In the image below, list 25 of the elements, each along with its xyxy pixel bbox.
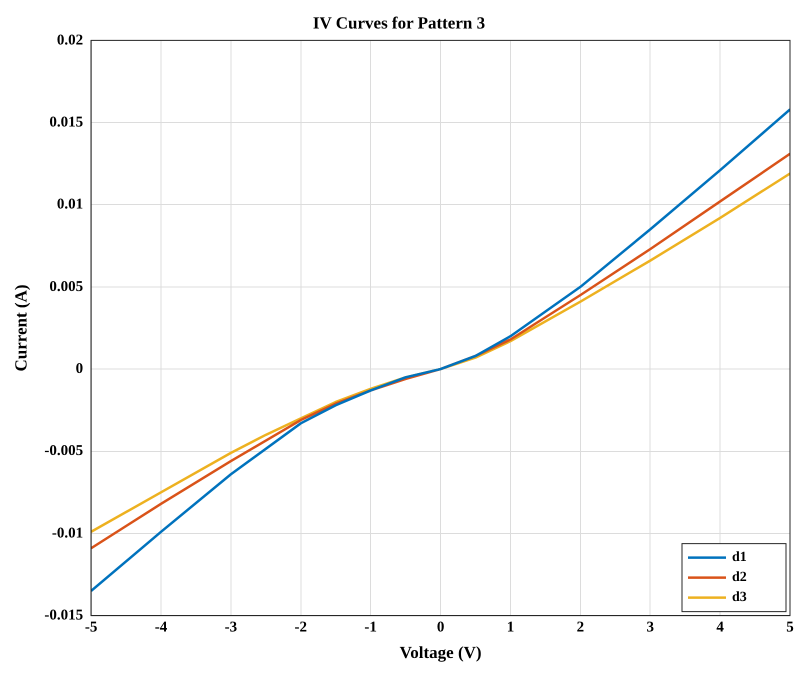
x-tick-label: 2: [576, 619, 584, 636]
y-tick-label: -0.015: [44, 607, 84, 624]
x-tick-label: 4: [716, 619, 724, 636]
chart-title: IV Curves for Pattern 3: [312, 14, 486, 33]
x-tick-label: -4: [154, 619, 168, 636]
x-tick-label: -3: [224, 619, 238, 636]
x-tick-label: 0: [436, 619, 444, 636]
x-axis-title: Voltage (V): [400, 643, 482, 662]
legend-label: d1: [732, 550, 747, 566]
y-tick-label: 0.015: [49, 114, 84, 130]
x-tick-label: 1: [506, 619, 514, 636]
legend-label: d3: [732, 590, 747, 606]
x-tick-label: -1: [364, 619, 377, 636]
x-tick-label: -5: [84, 619, 98, 636]
y-tick-label: -0.01: [52, 525, 84, 542]
x-tick-label: -2: [294, 619, 308, 636]
legend-label: d2: [732, 570, 747, 586]
y-tick-label: 0.01: [56, 196, 84, 213]
y-tick-label: 0.005: [49, 278, 84, 295]
x-tick-label: 3: [646, 619, 654, 636]
y-tick-label: 0.02: [56, 32, 84, 48]
y-axis-title: Current (A): [12, 284, 31, 372]
x-tick-label: 5: [786, 619, 794, 636]
y-tick-label: 0: [76, 360, 84, 377]
y-tick-label: -0.005: [44, 443, 84, 460]
